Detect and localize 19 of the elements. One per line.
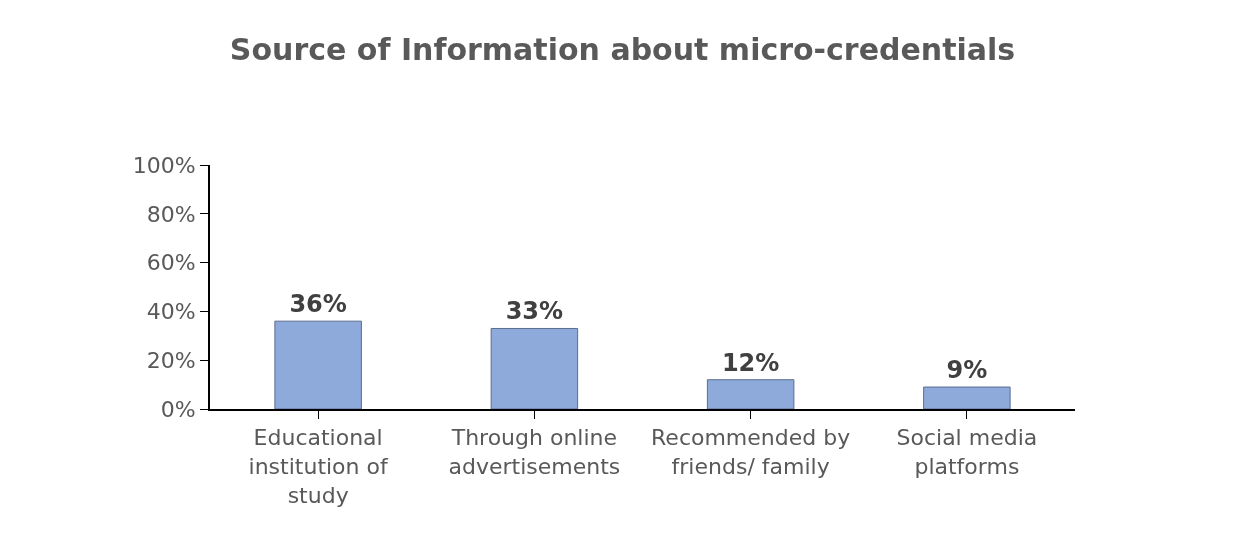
y-tick-label: 60% — [146, 250, 196, 276]
x-tick-label: Through online advertisements — [448, 425, 621, 479]
data-label: 36% — [289, 290, 347, 319]
bar — [706, 379, 795, 409]
chart-title: Source of Information about micro-credentials — [229, 32, 1016, 68]
data-label: 12% — [721, 348, 780, 377]
y-tick-label: 100% — [132, 152, 196, 178]
y-tick-label: 40% — [146, 299, 196, 325]
x-tick-label: Educational institution of study — [248, 425, 389, 508]
x-tick-label: Recommended by friends/ family — [651, 425, 851, 479]
data-label: 33% — [505, 297, 564, 326]
data-label: 9% — [946, 356, 988, 385]
y-tick-label: 20% — [146, 347, 196, 373]
y-tick-label: 80% — [146, 201, 196, 227]
bar — [274, 320, 362, 409]
y-tick-label: 0% — [160, 396, 196, 422]
bar — [490, 327, 579, 409]
bar — [923, 386, 1011, 409]
x-tick-label: Social media platforms — [896, 425, 1038, 479]
